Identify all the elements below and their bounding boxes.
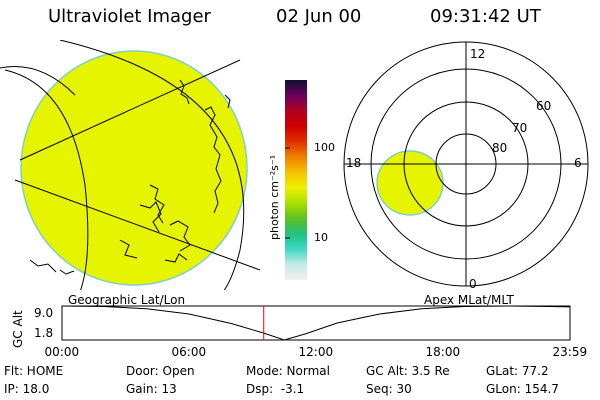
orbit-xtick-label: 18:00 [425, 345, 461, 359]
orbit-xtick-label: 12:00 [298, 345, 334, 359]
polar-lat-70: 70 [512, 121, 527, 135]
orbit-ytick-1-8: 1.8 [34, 326, 53, 340]
door-status: Door: Open [126, 364, 195, 378]
gain-status: Gain: 13 [126, 382, 177, 396]
polar-label-18: 18 [346, 156, 361, 170]
orbit-xtick-label: 06:00 [171, 345, 207, 359]
glat-status: GLat: 77.2 [486, 364, 549, 378]
polar-label-6: 6 [574, 156, 582, 170]
glon-status: GLon: 154.7 [486, 382, 559, 396]
coastline [29, 79, 231, 275]
orbit-xtick-label: 00:00 [44, 345, 80, 359]
flt-status: Flt: HOME [4, 364, 64, 378]
orbit-altitude-series-line [61, 305, 571, 341]
geographic-image-panel [0, 40, 260, 290]
orbit-altitude-chart: GC Alt 9.0 1.8 [11, 305, 571, 348]
image-date: 02 Jun 00 [276, 6, 362, 27]
polar-lat-80: 80 [492, 141, 507, 155]
gc-alt-status: GC Alt: 3.5 Re [366, 364, 450, 378]
polar-mlat-mlt-plot: 12 18 6 0 60 70 80 [343, 41, 589, 291]
polar-lat-60: 60 [536, 99, 551, 113]
image-time: 09:31:42 UT [430, 6, 541, 27]
ip-status: IP: 18.0 [4, 382, 50, 396]
colorbar-tick-10: 10 [314, 231, 328, 244]
colorbar-tick-100: 100 [314, 141, 335, 154]
orbit-ytick-9: 9.0 [34, 306, 53, 320]
colorbar [285, 80, 307, 280]
geographic-grid [0, 40, 260, 290]
polar-label-12: 12 [470, 47, 485, 61]
instrument-title: Ultraviolet Imager [48, 6, 211, 27]
colorbar-unit-label: photon cm⁻²s⁻¹ [268, 154, 281, 240]
orbit-axis-title: GC Alt [11, 310, 25, 348]
colorbar-gradient [285, 80, 307, 280]
polar-label-0: 0 [469, 277, 477, 291]
uv-image-disk [20, 50, 248, 286]
orbit-plot-frame [61, 305, 571, 341]
dsp-status: Dsp: -3.1 [246, 382, 305, 396]
geographic-panel-label: Geographic Lat/Lon [68, 293, 186, 307]
orbit-xtick-label: 23:59 [552, 345, 588, 359]
seq-status: Seq: 30 [366, 382, 412, 396]
apex-panel-label: Apex MLat/MLT [424, 293, 514, 307]
mode-status: Mode: Normal [246, 364, 330, 378]
polar-auroral-patch [376, 150, 444, 216]
